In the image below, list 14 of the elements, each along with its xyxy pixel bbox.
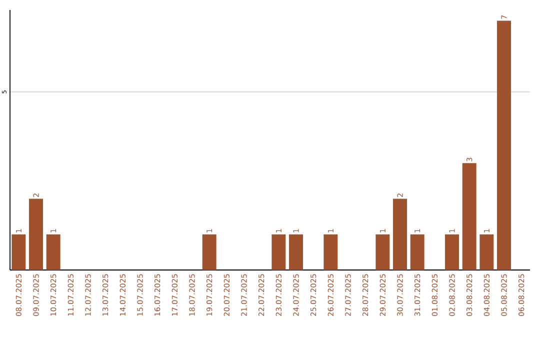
bar <box>289 234 304 270</box>
bar <box>393 198 407 270</box>
bar <box>272 234 286 270</box>
bar <box>46 234 60 270</box>
bar <box>12 234 26 270</box>
bar <box>202 234 216 270</box>
bar <box>376 234 390 270</box>
bar <box>324 234 338 270</box>
bar <box>480 234 494 270</box>
bar <box>462 163 476 270</box>
bar <box>445 234 460 270</box>
bar <box>497 20 512 270</box>
bar <box>29 198 43 270</box>
bar <box>410 234 424 270</box>
